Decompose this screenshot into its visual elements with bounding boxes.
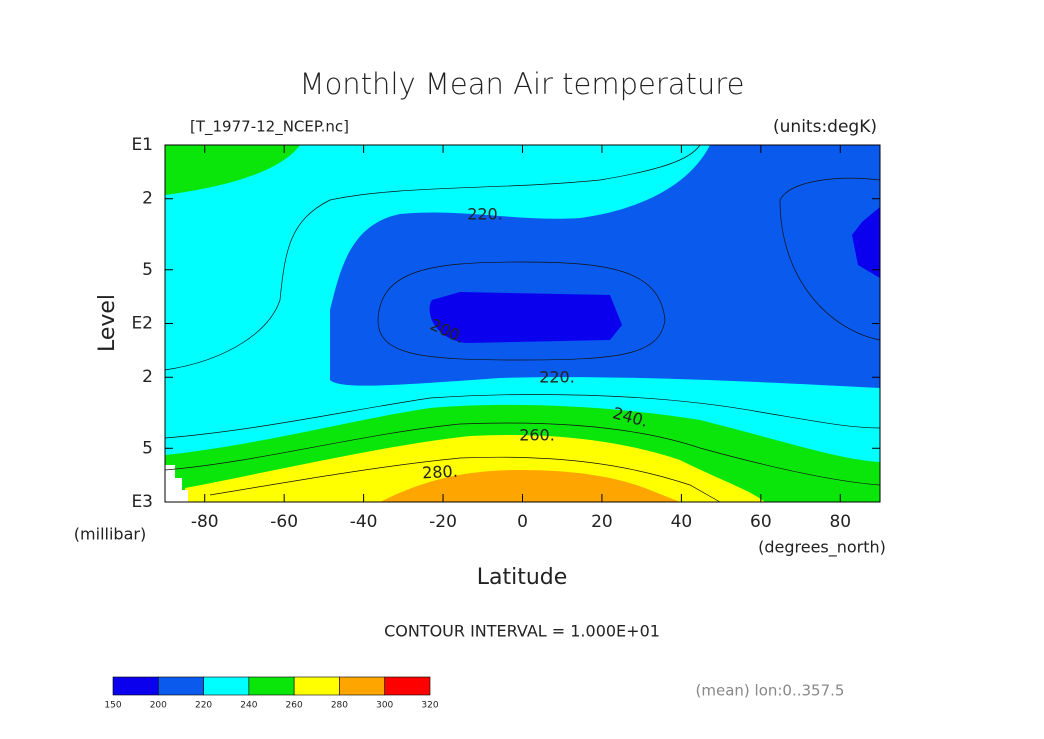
colorbar-box	[112, 676, 159, 696]
x-tick-label: -80	[191, 512, 219, 532]
y-tick-label: 2	[142, 189, 153, 209]
colorbar-label: 150	[104, 701, 121, 711]
x-tick-label: 60	[750, 512, 772, 532]
y-units: (millibar)	[74, 525, 146, 544]
y-tick-label: 5	[142, 438, 153, 458]
x-units: (degrees_north)	[758, 538, 886, 558]
colorbar-label: 260	[286, 701, 303, 711]
contour-line	[779, 177, 881, 341]
colorbar-label: 320	[421, 701, 438, 711]
x-axis-label: Latitude	[477, 565, 568, 590]
contour-label: 220.	[539, 368, 575, 387]
y-tick-label: E1	[131, 135, 153, 155]
colorbar-label: 200	[150, 701, 167, 711]
contour-label: 220.	[467, 205, 503, 224]
contour-label: 260.	[519, 426, 555, 445]
chart-title: Monthly Mean Air temperature	[300, 67, 745, 101]
footnote: (mean) lon:0..357.5	[696, 682, 845, 700]
colorbar-box	[248, 676, 295, 696]
x-tick-label: 80	[829, 512, 851, 532]
colorbar-box	[293, 676, 340, 696]
contour-label: 280.	[422, 462, 459, 483]
colorbar-box	[203, 676, 250, 696]
x-tick-label: -40	[350, 512, 378, 532]
units-label: (units:degK)	[773, 117, 877, 137]
missing-data	[165, 465, 188, 502]
subtitle: [T_1977-12_NCEP.nc]	[190, 118, 349, 137]
contour-line	[209, 456, 721, 503]
y-tick-label: 2	[142, 367, 153, 387]
x-tick-label: -60	[270, 512, 298, 532]
x-tick-label: 0	[517, 512, 528, 532]
x-tick-label: -20	[429, 512, 457, 532]
contour-band	[165, 145, 300, 195]
contour-interval: CONTOUR INTERVAL = 1.000E+01	[384, 622, 660, 641]
contour-line	[164, 394, 881, 439]
contour-band	[380, 470, 680, 502]
contour-line	[377, 261, 666, 361]
contour-band	[852, 207, 880, 278]
colorbar-label: 240	[240, 701, 257, 711]
colorbar-label: 300	[376, 701, 393, 711]
colorbar-box	[384, 676, 431, 696]
y-tick-label: 5	[142, 260, 153, 280]
y-axis-label: Level	[95, 294, 120, 352]
contour-line	[164, 144, 701, 371]
contour-line	[164, 422, 881, 486]
x-tick-label: 40	[671, 512, 693, 532]
colorbar-label: 220	[195, 701, 212, 711]
y-tick-label: E3	[131, 492, 153, 512]
y-tick-label: E2	[131, 314, 153, 334]
contour-band	[429, 292, 622, 343]
colorbar-box	[339, 676, 386, 696]
colorbar-label: 280	[331, 701, 348, 711]
colorbar-box	[157, 676, 204, 696]
x-tick-label: 20	[591, 512, 613, 532]
